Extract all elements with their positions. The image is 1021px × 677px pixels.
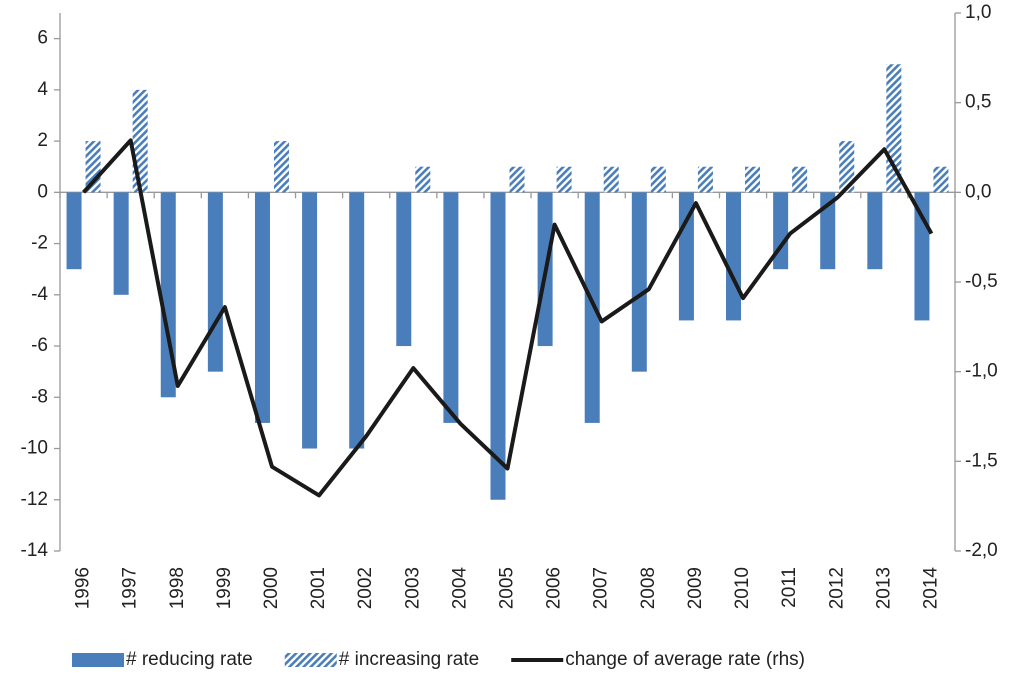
bar — [867, 192, 883, 270]
bar — [820, 192, 836, 270]
y-tick-label: 6 — [37, 28, 48, 49]
bar — [584, 192, 600, 423]
bar — [113, 192, 129, 295]
x-tick-label: 2008 — [638, 567, 659, 609]
bar — [254, 192, 270, 423]
x-tick-label: 1999 — [214, 567, 235, 609]
bar — [697, 166, 713, 193]
x-tick-label: 2013 — [873, 567, 894, 609]
bar — [933, 166, 949, 193]
x-tick-label: 2011 — [779, 567, 800, 608]
y-tick-label: -10 — [21, 438, 48, 459]
y-tick-label: -2 — [31, 233, 48, 254]
bar — [349, 192, 365, 449]
bar — [556, 166, 572, 193]
line — [82, 138, 934, 498]
bar — [745, 166, 761, 193]
bar — [839, 141, 855, 193]
legend-label: change of average rate (rhs) — [565, 649, 805, 670]
x-tick-label: 2006 — [544, 567, 565, 609]
x-tick-label: 2012 — [826, 567, 847, 609]
bar — [726, 192, 742, 321]
y-tick-label: -8 — [31, 386, 48, 407]
y2-tick-label: -2,0 — [965, 540, 998, 561]
bar — [443, 192, 459, 423]
bar — [302, 192, 318, 449]
legend-swatch — [72, 653, 124, 667]
x-tick-label: 2001 — [308, 567, 329, 609]
bar — [603, 166, 619, 193]
x-tick-label: 2004 — [449, 567, 470, 610]
bar — [650, 166, 666, 193]
y2-tick-label: -1,0 — [965, 361, 998, 382]
y2-tick-label: 1,0 — [965, 2, 991, 23]
y-tick-label: 2 — [37, 130, 48, 151]
y2-tick-label: 0,5 — [965, 92, 991, 113]
bar — [396, 192, 412, 347]
bar — [773, 192, 789, 270]
x-tick-label: 2014 — [920, 567, 941, 610]
bar — [914, 192, 930, 321]
x-tick-label: 2002 — [355, 567, 376, 609]
x-tick-label: 2010 — [732, 567, 753, 609]
bar — [66, 192, 82, 270]
bar — [415, 166, 431, 193]
y-tick-label: -14 — [21, 540, 49, 561]
y2-tick-label: -0,5 — [965, 271, 998, 292]
legend-label: # reducing rate — [126, 649, 253, 670]
bar — [792, 166, 808, 193]
x-tick-label: 2003 — [402, 567, 423, 609]
y-tick-label: -6 — [31, 335, 48, 356]
x-tick-label: 2009 — [685, 567, 706, 609]
x-tick-label: 1997 — [120, 567, 141, 609]
x-tick-label: 2005 — [497, 567, 518, 609]
y-tick-label: -4 — [31, 284, 48, 305]
x-tick-label: 1996 — [73, 567, 94, 609]
y2-tick-label: -1,5 — [965, 450, 998, 471]
bar — [132, 89, 148, 193]
bar — [207, 192, 223, 372]
bar — [490, 192, 506, 500]
y2-tick-label: 0,0 — [965, 181, 991, 202]
x-tick-label: 2000 — [261, 567, 282, 609]
x-tick-label: 1998 — [167, 567, 188, 609]
bar — [631, 192, 647, 372]
legend-swatch — [284, 653, 337, 667]
bar — [273, 141, 289, 193]
x-tick-label: 2007 — [591, 567, 612, 609]
y-tick-label: -12 — [21, 489, 48, 510]
y-tick-label: 0 — [37, 181, 48, 202]
legend-label: # increasing rate — [339, 649, 479, 670]
y-tick-label: 4 — [37, 79, 48, 100]
bar — [509, 166, 525, 193]
